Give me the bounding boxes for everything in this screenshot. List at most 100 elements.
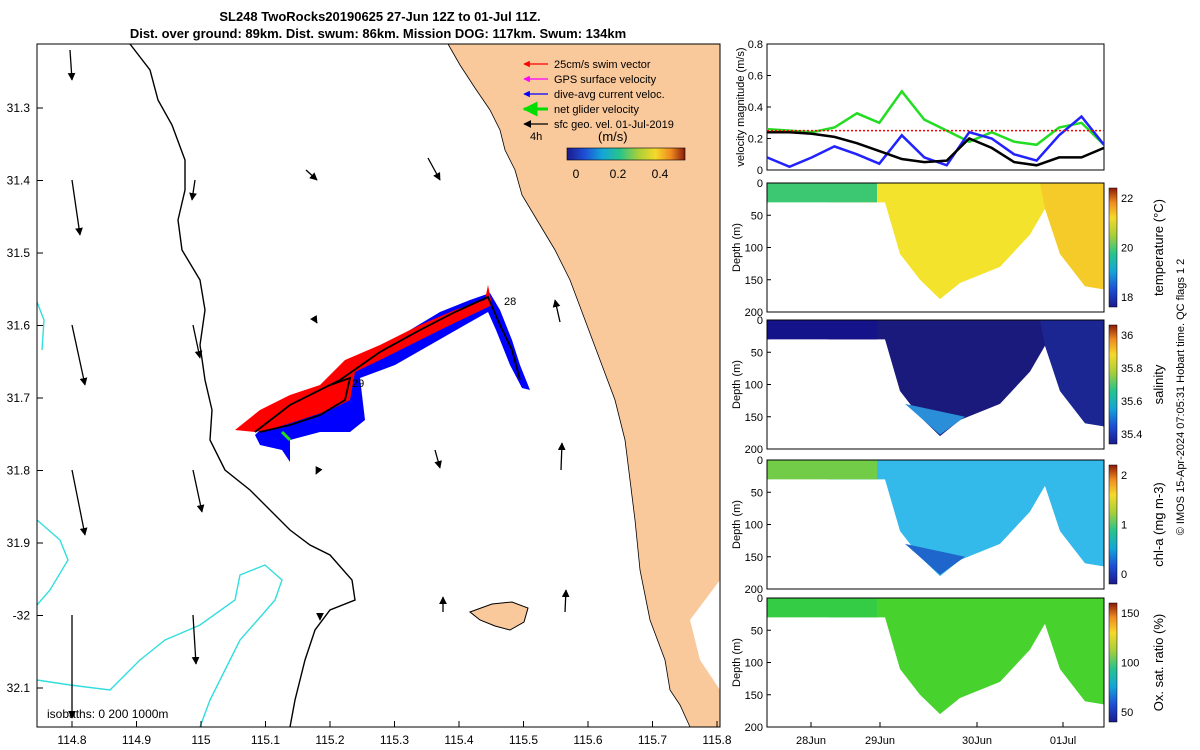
glider-track xyxy=(254,295,521,433)
legend-sfc-geo-velocity: sfc geo. vel. 01-Jul-2019 xyxy=(554,119,674,131)
vel-ytick-label: 0.6 xyxy=(748,71,763,83)
lon-tick-label: 114.9 xyxy=(122,733,151,747)
vel-ytick-label: 0.2 xyxy=(748,134,763,146)
time-tick-label: 29Jun xyxy=(865,735,895,747)
colorbar-tick-label: 100 xyxy=(1121,658,1139,670)
time-tick-label: 01Jul xyxy=(1050,735,1076,747)
section-data-fill xyxy=(767,320,1104,437)
section-right-fill xyxy=(1040,183,1104,290)
colorbar-tick-label: 150 xyxy=(1121,608,1139,620)
lat-tick-label: 31.6 xyxy=(7,319,31,333)
section-near-surface-fill xyxy=(767,320,877,340)
depth-tick-label: 50 xyxy=(751,347,763,359)
section-deep-fill xyxy=(905,543,965,575)
velocity-panel: 0 0.2 0.4 0.6 0.8 velocity magnitude (m/s) xyxy=(735,39,1105,177)
section-colorbar xyxy=(1108,464,1118,585)
colorbar-tick-label: 1 xyxy=(1121,520,1127,532)
section-panel: 0 50 100 150 200 Depth (m) 50 100 150 Ox. sat. ra… xyxy=(731,593,1166,734)
map-panel: 28 29 25cm/s swim vector xyxy=(36,43,721,728)
legend-time-label: 4h xyxy=(530,131,542,143)
geostrophic-arrows xyxy=(67,49,570,719)
section-data-fill xyxy=(767,183,1104,300)
depth-axis-label: Depth (m) xyxy=(731,223,743,272)
lat-tick-label: 31.7 xyxy=(7,391,31,405)
section-panel: 0 50 100 150 200 Depth (m) 0 1 2 chl-a (mg m-3) xyxy=(731,455,1166,596)
title-line-1: SL248 TwoRocks20190625 27-Jun 12Z to 01-… xyxy=(219,9,540,24)
longitude-axis: 114.8 114.9 115 115.1 115.2 115.3 115.4 115.5 11… xyxy=(57,721,732,747)
lon-tick-label: 115.3 xyxy=(380,733,409,747)
legend-gps-velocity: GPS surface velocity xyxy=(554,74,657,86)
colorbar-units: (m/s) xyxy=(598,129,628,144)
depth-tick-label: 150 xyxy=(745,690,763,702)
depth-axis-label: Depth (m) xyxy=(731,500,743,549)
colorbar-tick-label: 50 xyxy=(1121,707,1133,719)
section-variable-label: Ox. sat. ratio (%) xyxy=(1151,614,1166,712)
time-tick-label: 30Jun xyxy=(962,735,992,747)
depth-tick-label: 0 xyxy=(757,178,763,190)
section-variable-label: salinity xyxy=(1151,364,1166,404)
colorbar-tick-2: 0.4 xyxy=(652,167,669,181)
colorbar-tick-0: 0 xyxy=(573,167,580,181)
lat-tick-label: -32 xyxy=(13,609,31,623)
depth-tick-label: 100 xyxy=(745,520,763,532)
island xyxy=(468,601,529,631)
depth-tick-label: 0 xyxy=(757,455,763,467)
section-data-fill xyxy=(767,460,1104,577)
section-colorbar xyxy=(1108,187,1118,308)
colorbar-tick-label: 35.6 xyxy=(1121,396,1142,408)
lon-tick-label: 115.1 xyxy=(251,733,280,747)
depth-tick-label: 150 xyxy=(745,412,763,424)
net-velocity-mark xyxy=(280,430,292,442)
lat-tick-label: 31.9 xyxy=(7,536,31,550)
depth-tick-label: 200 xyxy=(745,444,763,456)
lat-tick-label: 32.1 xyxy=(7,681,31,695)
depth-tick-label: 50 xyxy=(751,625,763,637)
section-right-fill xyxy=(1040,460,1104,567)
lon-tick-label: 115.4 xyxy=(444,733,473,747)
section-variable-label: chl-a (mg m-3) xyxy=(1151,482,1166,567)
map-legend: 25cm/s swim vector GPS surface velocity … xyxy=(522,59,686,181)
title-line-2: Dist. over ground: 89km. Dist. swum: 86k… xyxy=(130,26,626,41)
section-right-fill xyxy=(1040,598,1104,705)
copyright-note: © IMOS 15-Apr-2024 07:05:31 Hobart time.… xyxy=(1175,259,1187,536)
section-deep-fill xyxy=(905,403,965,435)
depth-tick-label: 50 xyxy=(751,210,763,222)
colorbar-tick-label: 2 xyxy=(1121,470,1127,482)
depth-tick-label: 200 xyxy=(745,307,763,319)
colorbar-tick-label: 18 xyxy=(1121,292,1133,304)
isobath-200 xyxy=(129,43,356,728)
map-colorbar xyxy=(566,147,686,161)
lon-tick-label: 115 xyxy=(191,733,210,747)
lat-tick-label: 31.8 xyxy=(7,464,31,478)
isobath-1000 xyxy=(36,301,283,728)
swim-vector-swath xyxy=(235,285,492,432)
section-panel: 0 50 100 150 200 Depth (m) 35.4 35.6 35.8 36 salin… xyxy=(731,315,1166,456)
colorbar-tick-label: 36 xyxy=(1121,330,1133,342)
dive-current-swath xyxy=(255,293,530,462)
lon-tick-label: 115.5 xyxy=(509,733,538,747)
section-data-fill xyxy=(767,598,1104,715)
colorbar-tick-label: 20 xyxy=(1121,243,1133,255)
depth-tick-label: 0 xyxy=(757,315,763,327)
lat-tick-label: 31.3 xyxy=(7,101,31,115)
depth-tick-label: 200 xyxy=(745,584,763,596)
depth-tick-label: 100 xyxy=(745,380,763,392)
lon-tick-label: 115.7 xyxy=(638,733,667,747)
depth-tick-label: 100 xyxy=(745,243,763,255)
colorbar-tick-label: 0 xyxy=(1121,569,1127,581)
vel-ytick-label: 0.8 xyxy=(748,39,763,51)
time-tick-label: 28Jun xyxy=(796,735,826,747)
section-near-surface-fill xyxy=(767,460,877,480)
section-colorbar xyxy=(1108,602,1118,723)
lon-tick-label: 114.8 xyxy=(57,733,86,747)
depth-tick-label: 0 xyxy=(757,593,763,605)
section-panel: 0 50 100 150 200 Depth (m) 18 20 22 temperature (… xyxy=(731,178,1166,319)
vel-ytick-label: 0 xyxy=(757,165,763,177)
depth-axis-label: Depth (m) xyxy=(731,360,743,409)
vel-series-line xyxy=(767,130,1105,167)
velocity-ylabel: velocity magnitude (m/s) xyxy=(735,47,747,166)
vel-ytick-label: 0.4 xyxy=(748,102,763,114)
depth-tick-label: 150 xyxy=(745,275,763,287)
lon-tick-label: 115.8 xyxy=(702,733,731,747)
